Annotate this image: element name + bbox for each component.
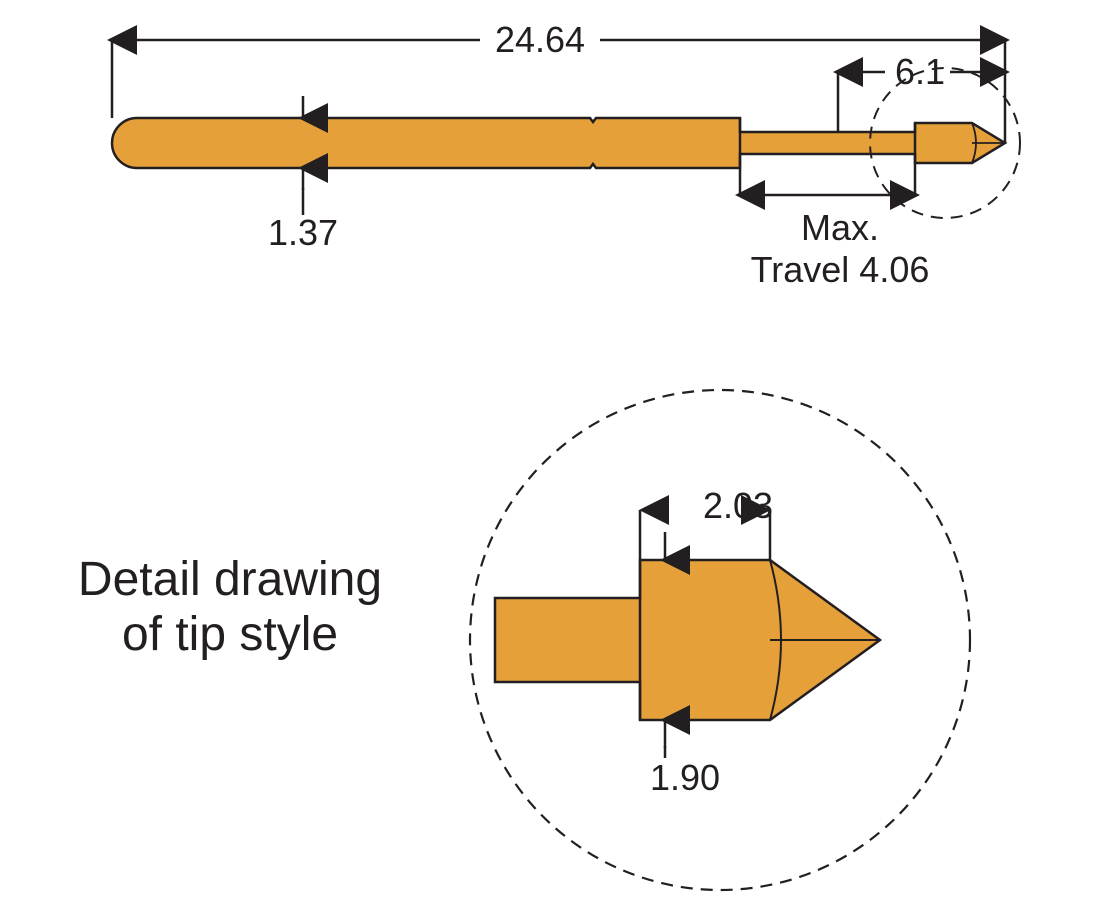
dim-tip-diameter: 1.90: [650, 757, 720, 798]
dim-travel-label1: Max.: [801, 207, 879, 248]
dim-tip-width: 2.03: [703, 485, 773, 526]
dim-body-diameter: 1.37: [268, 212, 338, 253]
detail-label-line2: of tip style: [122, 608, 338, 661]
dim-travel-label2: Travel 4.06: [751, 249, 930, 290]
dim-overall-length: 24.64: [495, 19, 585, 60]
detail-label-line1: Detail drawing: [78, 553, 382, 606]
probe-body: [112, 118, 1005, 168]
